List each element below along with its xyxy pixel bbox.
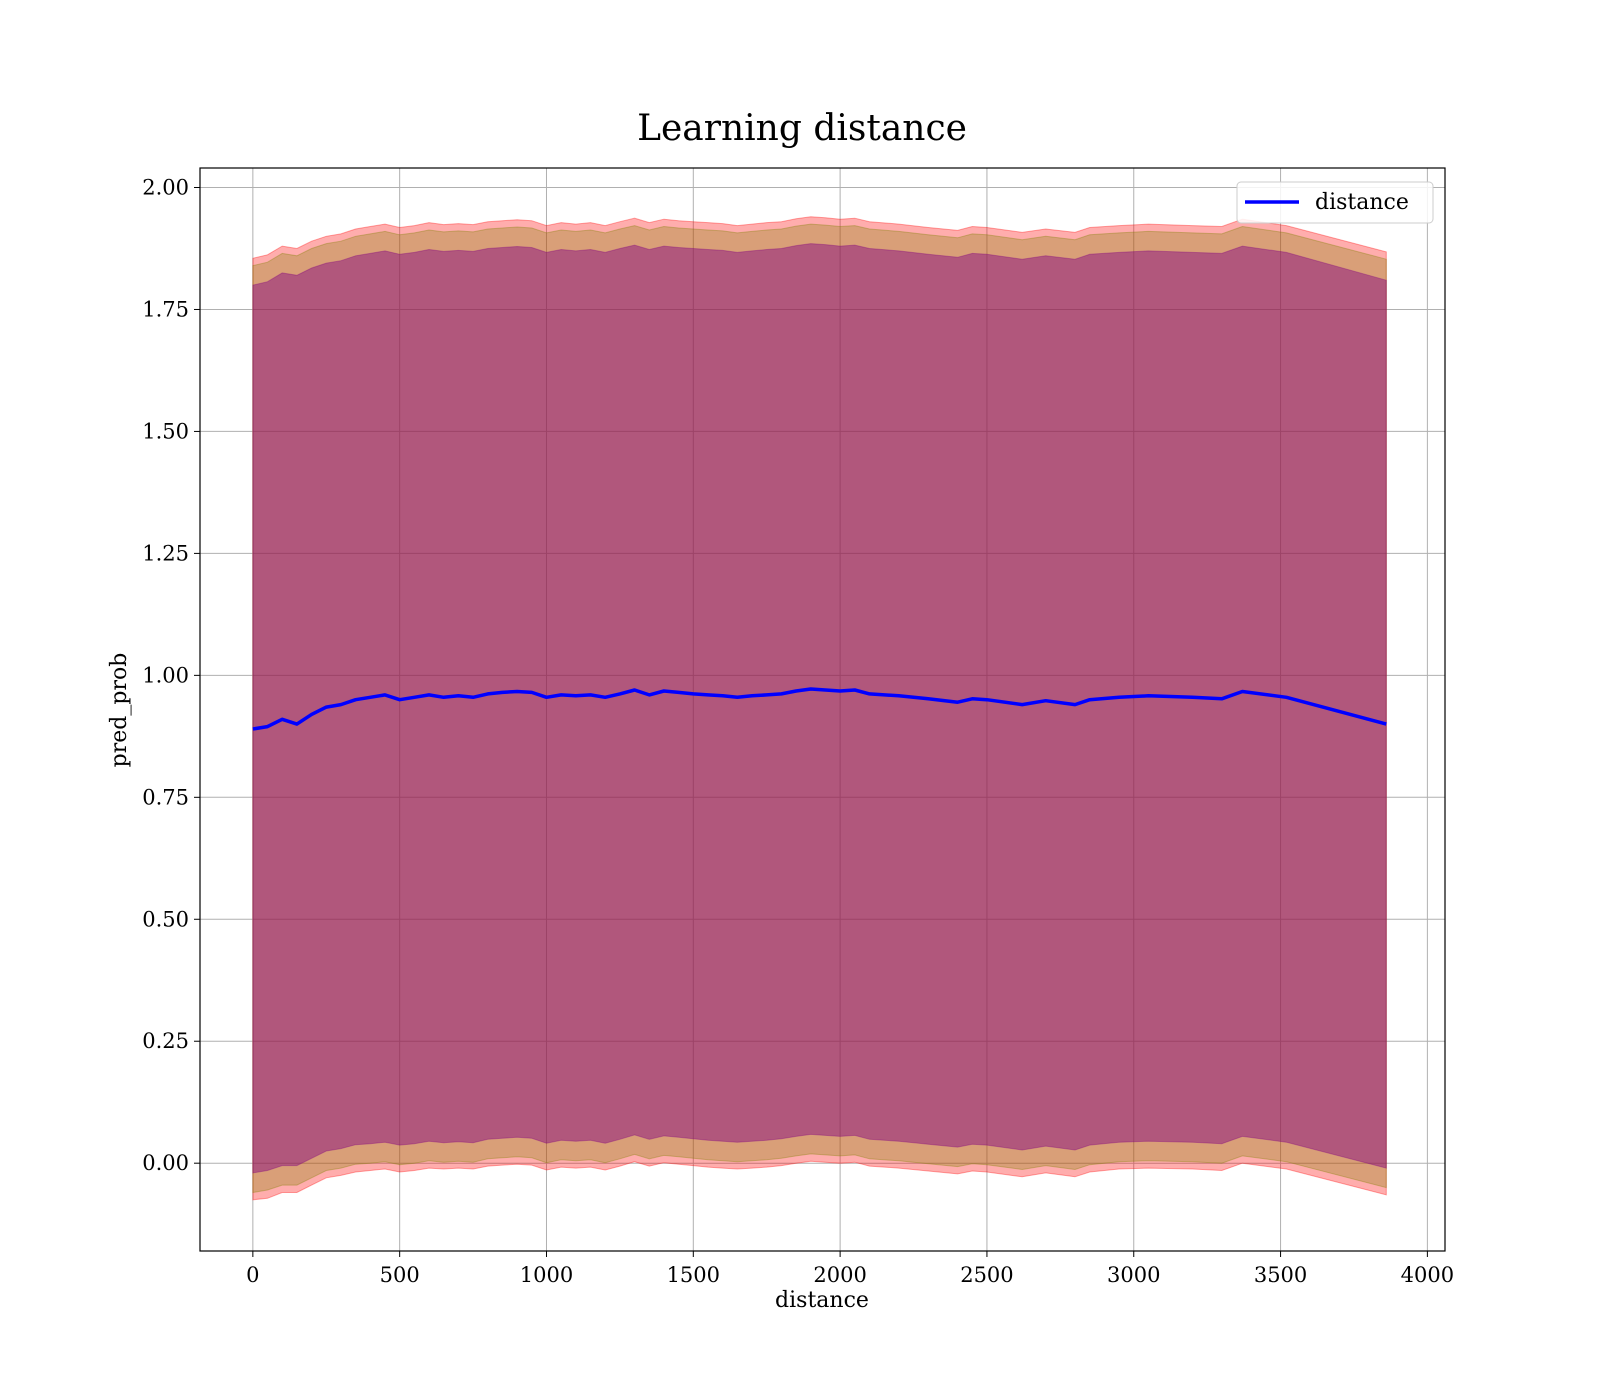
y-tick-label: 0.25 [142,1029,189,1053]
plot-frame [199,167,1446,1252]
series-line-distance [252,687,1387,731]
y-tick-label: 0.00 [142,1151,189,1175]
legend-box [1236,181,1434,224]
y-axis-label: pred_prob [107,653,132,768]
x-tick-label: 1500 [667,1263,720,1287]
y-tick-label: 0.50 [142,907,189,931]
legend: distance [1236,181,1434,224]
y-tick-label: 1.50 [142,419,189,443]
confidence-band-3 [252,243,1387,1174]
confidence-band-1 [252,216,1387,1201]
x-tick-label: 2500 [960,1263,1013,1287]
x-tick-label: 3000 [1107,1263,1160,1287]
y-tick-label: 0.75 [142,785,189,809]
x-tick-label: 500 [380,1263,420,1287]
confidence-bands [252,216,1387,1201]
x-tick-label: 0 [246,1263,259,1287]
x-tick-label: 2000 [813,1263,866,1287]
chart-title: Learning distance [637,108,967,149]
grid [200,168,1445,1251]
legend-label: distance [1315,190,1409,215]
y-tick-label: 2.00 [142,176,189,200]
confidence-band-2 [252,223,1387,1194]
x-axis-label: distance [775,1288,869,1313]
x-tick-label: 3500 [1254,1263,1307,1287]
y-tick-label: 1.00 [142,663,189,687]
y-tick-label: 1.75 [142,297,189,321]
x-tick-label: 1000 [520,1263,573,1287]
y-tick-label: 1.25 [142,541,189,565]
x-tick-label: 4000 [1401,1263,1454,1287]
series-lines [252,687,1387,731]
axis-ticks: 0 500 1000 1500 2000 2500 3000 3500 4000 0.00 0.25… [142,176,1454,1287]
